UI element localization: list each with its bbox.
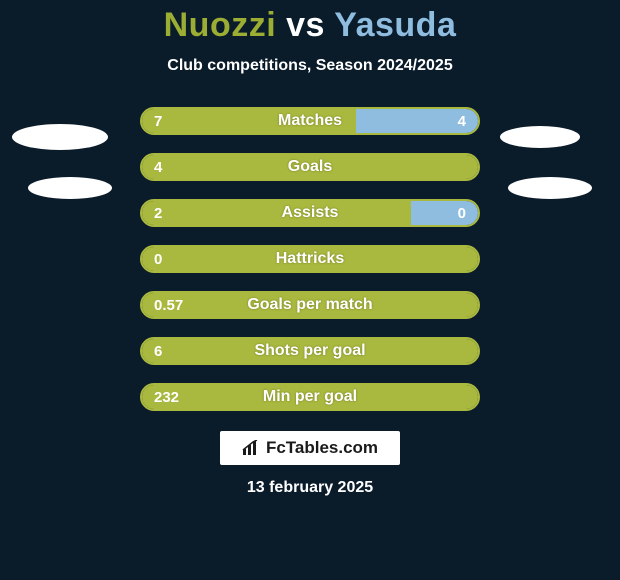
decorative-oval — [508, 177, 592, 199]
watermark-text: FcTables.com — [266, 438, 378, 458]
stat-row: Goals per match0.57 — [140, 291, 480, 319]
stat-value-left: 0.57 — [154, 293, 183, 317]
stat-value-left: 2 — [154, 201, 162, 225]
stat-track: Matches7 4 — [140, 107, 480, 135]
comparison-bars: Matches74Goals4Assists20Hattricks0Goals … — [140, 107, 480, 411]
stat-track: Goals4 — [140, 153, 480, 181]
stat-label: Min per goal — [142, 385, 478, 409]
stat-value-left: 7 — [154, 109, 162, 133]
stat-value-left: 4 — [154, 155, 162, 179]
stat-value-left: 0 — [154, 247, 162, 271]
stat-value-left: 6 — [154, 339, 162, 363]
comparison-infographic: Nuozzi vs Yasuda Club competitions, Seas… — [0, 0, 620, 580]
footer-date: 13 february 2025 — [0, 479, 620, 497]
decorative-oval — [12, 124, 108, 150]
stat-track: Shots per goal6 — [140, 337, 480, 365]
decorative-oval — [500, 126, 580, 148]
stat-label: Goals per match — [142, 293, 478, 317]
watermark: FcTables.com — [220, 431, 400, 465]
bar-chart-icon — [242, 440, 260, 456]
stat-label: Goals — [142, 155, 478, 179]
stat-value-right: 0 — [458, 201, 466, 225]
stat-label: Matches — [142, 109, 478, 133]
stat-track: Goals per match0.57 — [140, 291, 480, 319]
stat-label: Assists — [142, 201, 478, 225]
stat-label: Shots per goal — [142, 339, 478, 363]
stat-row: Shots per goal6 — [140, 337, 480, 365]
subtitle: Club competitions, Season 2024/2025 — [0, 57, 620, 75]
stat-label: Hattricks — [142, 247, 478, 271]
stat-row: Hattricks0 — [140, 245, 480, 273]
stat-row: Assists2 0 — [140, 199, 480, 227]
stat-value-left: 232 — [154, 385, 179, 409]
title-player1: Nuozzi — [164, 6, 277, 44]
stat-row: Matches7 4 — [140, 107, 480, 135]
stat-track: Hattricks0 — [140, 245, 480, 273]
stat-track: Min per goal232 — [140, 383, 480, 411]
title-player2: Yasuda — [334, 6, 456, 44]
page-title: Nuozzi vs Yasuda — [0, 0, 620, 45]
decorative-oval — [28, 177, 112, 199]
stat-row: Goals4 — [140, 153, 480, 181]
stat-value-right: 4 — [458, 109, 466, 133]
title-vs: vs — [286, 6, 325, 44]
stat-track: Assists2 0 — [140, 199, 480, 227]
stat-row: Min per goal232 — [140, 383, 480, 411]
